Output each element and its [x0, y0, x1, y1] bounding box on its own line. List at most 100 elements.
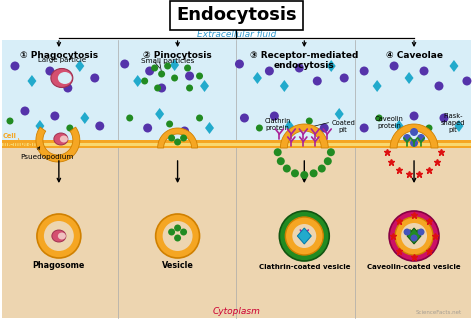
- Text: Vesicle: Vesicle: [162, 261, 193, 270]
- Circle shape: [46, 67, 55, 76]
- Circle shape: [180, 126, 189, 135]
- Text: Endocytosis: Endocytosis: [176, 6, 297, 24]
- Polygon shape: [297, 228, 311, 244]
- Polygon shape: [158, 128, 198, 148]
- Circle shape: [240, 114, 249, 123]
- Circle shape: [50, 112, 59, 121]
- Circle shape: [340, 74, 349, 83]
- Circle shape: [324, 157, 332, 165]
- Circle shape: [180, 228, 187, 236]
- Circle shape: [168, 134, 175, 141]
- Circle shape: [66, 125, 73, 131]
- Text: Coated
pit: Coated pit: [331, 120, 355, 133]
- Circle shape: [318, 165, 326, 172]
- Circle shape: [273, 148, 282, 156]
- Ellipse shape: [51, 69, 73, 87]
- Polygon shape: [75, 60, 84, 72]
- Polygon shape: [280, 124, 328, 148]
- Bar: [2, 140, 471, 148]
- Circle shape: [360, 67, 369, 76]
- Circle shape: [64, 84, 73, 92]
- Circle shape: [301, 171, 308, 179]
- Text: ScienceFacts.net: ScienceFacts.net: [416, 310, 462, 315]
- Text: Caveolin-coated vesicle: Caveolin-coated vesicle: [367, 264, 461, 270]
- Circle shape: [403, 134, 411, 142]
- Circle shape: [463, 77, 472, 85]
- Circle shape: [418, 228, 425, 236]
- Polygon shape: [27, 75, 36, 87]
- Circle shape: [320, 124, 329, 132]
- Text: ③ Receptor-mediated
endocytosis: ③ Receptor-mediated endocytosis: [250, 51, 358, 71]
- Polygon shape: [449, 60, 458, 72]
- Text: Caveolin
protein: Caveolin protein: [374, 116, 403, 129]
- Polygon shape: [394, 120, 403, 132]
- Circle shape: [180, 134, 187, 141]
- Polygon shape: [80, 112, 89, 124]
- Circle shape: [184, 65, 191, 72]
- Text: Small particles: Small particles: [141, 58, 194, 64]
- Circle shape: [435, 82, 444, 90]
- Circle shape: [395, 217, 433, 255]
- Circle shape: [44, 221, 74, 251]
- Circle shape: [265, 67, 274, 76]
- Circle shape: [279, 211, 329, 261]
- Text: Psuedopodium: Psuedopodium: [20, 154, 73, 160]
- Circle shape: [389, 211, 439, 261]
- Text: Clathrin-coated vesicle: Clathrin-coated vesicle: [258, 264, 350, 270]
- Circle shape: [256, 125, 263, 131]
- Circle shape: [174, 138, 181, 145]
- Circle shape: [95, 122, 104, 130]
- Circle shape: [439, 114, 448, 123]
- Circle shape: [419, 67, 428, 76]
- Polygon shape: [327, 60, 336, 72]
- Text: ④ Caveolae: ④ Caveolae: [385, 51, 443, 60]
- Polygon shape: [335, 108, 344, 120]
- Text: Cell
membrane: Cell membrane: [3, 133, 43, 146]
- Polygon shape: [280, 80, 289, 92]
- Circle shape: [401, 223, 427, 249]
- Bar: [2, 148, 471, 318]
- Circle shape: [196, 73, 203, 80]
- Circle shape: [426, 125, 432, 131]
- Circle shape: [158, 71, 165, 78]
- Circle shape: [37, 214, 81, 258]
- Text: Clathrin
protein: Clathrin protein: [264, 118, 291, 131]
- Circle shape: [291, 169, 299, 177]
- Circle shape: [145, 67, 154, 76]
- Circle shape: [360, 124, 369, 132]
- Bar: [2, 143, 471, 146]
- Circle shape: [283, 165, 291, 172]
- Circle shape: [235, 59, 244, 69]
- Text: Extracellular fluid: Extracellular fluid: [197, 30, 276, 39]
- Circle shape: [20, 107, 29, 116]
- Ellipse shape: [58, 233, 66, 240]
- Polygon shape: [285, 120, 294, 132]
- Circle shape: [410, 235, 418, 242]
- Circle shape: [390, 61, 399, 71]
- Circle shape: [313, 77, 322, 85]
- Polygon shape: [133, 75, 142, 87]
- Circle shape: [143, 124, 152, 132]
- Text: ① Phagocytosis: ① Phagocytosis: [20, 51, 98, 60]
- Circle shape: [166, 121, 173, 127]
- Circle shape: [186, 84, 193, 91]
- Text: Flask-
shaped
pit: Flask- shaped pit: [441, 113, 465, 133]
- Polygon shape: [373, 80, 382, 92]
- Polygon shape: [390, 124, 438, 148]
- Circle shape: [410, 139, 418, 147]
- Circle shape: [174, 235, 181, 242]
- Polygon shape: [170, 59, 179, 71]
- Circle shape: [154, 84, 161, 91]
- Text: Large particle: Large particle: [38, 57, 86, 63]
- Ellipse shape: [58, 72, 72, 84]
- Polygon shape: [155, 108, 164, 120]
- Circle shape: [141, 78, 148, 84]
- Circle shape: [310, 169, 318, 177]
- Circle shape: [375, 115, 383, 122]
- Circle shape: [410, 128, 418, 136]
- Text: Phagosome: Phagosome: [33, 261, 85, 270]
- Circle shape: [410, 112, 419, 121]
- Polygon shape: [405, 72, 413, 84]
- Circle shape: [292, 224, 316, 248]
- Circle shape: [417, 134, 425, 142]
